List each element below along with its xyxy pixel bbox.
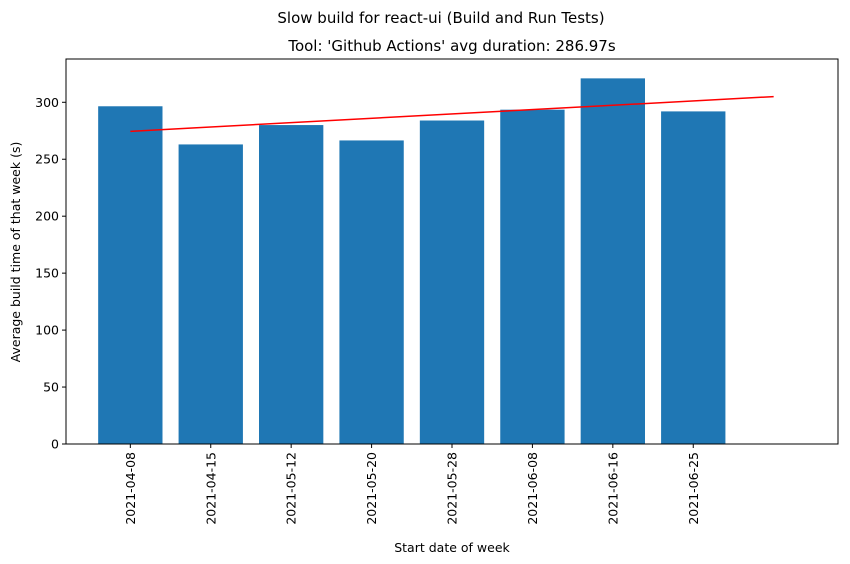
bar-2021-06-25 (661, 111, 726, 444)
y-axis: 0 50 100 150 200 250 300 (35, 95, 66, 452)
x-tick-label: 2021-06-25 (686, 452, 701, 525)
chart-title: Tool: 'Github Actions' avg duration: 286… (287, 37, 616, 55)
x-tick-label: 2021-06-08 (525, 452, 540, 525)
y-tick-label: 250 (35, 152, 59, 167)
y-tick-label: 0 (51, 437, 59, 452)
x-axis: 2021-04-08 2021-04-15 2021-05-12 2021-05-20… (123, 444, 701, 525)
x-tick-label: 2021-05-12 (284, 452, 299, 525)
x-tick-label: 2021-05-20 (364, 452, 379, 525)
bars-group (98, 78, 726, 445)
bar-2021-04-15 (178, 144, 243, 444)
bar-2021-06-16 (580, 78, 645, 445)
x-tick-label: 2021-06-16 (605, 452, 620, 525)
y-axis-label: Average build time of that week (s) (8, 142, 23, 363)
chart-suptitle: Slow build for react-ui (Build and Run T… (277, 9, 604, 27)
y-tick-label: 200 (35, 209, 59, 224)
bar-2021-06-08 (500, 109, 565, 444)
y-tick-label: 100 (35, 323, 59, 338)
bar-2021-05-20 (339, 140, 404, 444)
y-tick-label: 150 (35, 266, 59, 281)
x-axis-label: Start date of week (394, 540, 510, 555)
x-tick-label: 2021-04-15 (203, 452, 218, 525)
bar-2021-05-12 (259, 125, 324, 444)
bar-2021-04-08 (98, 106, 163, 444)
trend-line-group (130, 95, 774, 133)
bar-2021-05-28 (419, 120, 485, 444)
y-tick-label: 50 (43, 380, 59, 395)
y-tick-label: 300 (35, 95, 59, 110)
x-tick-label: 2021-05-28 (445, 452, 460, 525)
trend-line (130, 95, 774, 133)
x-tick-label: 2021-04-08 (123, 452, 138, 525)
